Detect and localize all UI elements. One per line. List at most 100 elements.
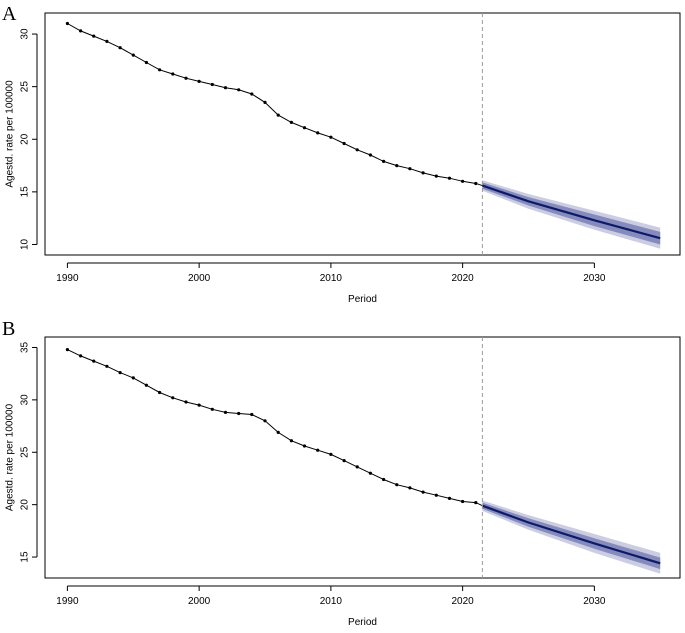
data-point xyxy=(79,354,83,358)
data-point xyxy=(395,164,399,168)
data-point xyxy=(382,159,386,163)
data-point xyxy=(223,86,228,90)
x-axis-title: Period xyxy=(348,294,377,305)
data-point xyxy=(210,407,214,411)
data-point xyxy=(408,486,412,490)
data-point xyxy=(342,141,346,146)
data-point xyxy=(79,29,83,33)
data-point xyxy=(289,439,293,443)
observed-line xyxy=(67,23,476,184)
data-point xyxy=(276,430,280,434)
data-point xyxy=(461,499,465,504)
data-point xyxy=(118,46,122,50)
observed-line xyxy=(67,349,476,504)
data-point xyxy=(421,490,425,494)
x-tick-label: 2010 xyxy=(320,273,343,284)
panel-label: B xyxy=(2,318,15,340)
data-point xyxy=(131,53,135,57)
data-point xyxy=(250,412,254,417)
data-point xyxy=(223,410,228,414)
data-point xyxy=(118,371,122,375)
data-point xyxy=(237,411,241,416)
y-axis-title: Agestd. rate per 100000 xyxy=(5,403,16,511)
y-tick-label: 25 xyxy=(20,81,31,93)
plot-frame xyxy=(44,12,681,256)
data-point xyxy=(105,364,109,368)
y-tick-label: 30 xyxy=(20,28,31,40)
data-point xyxy=(289,120,293,124)
data-point xyxy=(474,181,478,186)
data-point xyxy=(171,72,175,76)
data-point xyxy=(382,477,386,482)
data-point xyxy=(302,444,307,448)
data-point xyxy=(210,82,214,87)
data-point xyxy=(197,79,201,83)
data-point xyxy=(144,383,148,387)
y-tick-label: 20 xyxy=(20,499,31,511)
data-point xyxy=(158,68,162,72)
data-point xyxy=(302,126,307,130)
data-point xyxy=(461,179,465,183)
data-point xyxy=(395,483,399,487)
data-point xyxy=(131,376,135,380)
y-tick-label: 35 xyxy=(20,341,31,353)
data-point xyxy=(144,60,148,65)
y-tick-label: 20 xyxy=(20,133,31,145)
data-point xyxy=(171,396,175,400)
data-point xyxy=(92,359,96,363)
data-point xyxy=(105,39,109,44)
y-tick-label: 30 xyxy=(20,394,31,406)
y-tick-label: 10 xyxy=(20,238,31,250)
y-tick-label: 25 xyxy=(20,446,31,458)
data-point xyxy=(184,76,188,80)
data-point xyxy=(158,390,162,395)
data-point xyxy=(342,459,346,463)
data-point xyxy=(65,21,69,26)
x-tick-label: 2000 xyxy=(188,273,211,284)
data-point xyxy=(408,167,412,171)
data-point xyxy=(434,174,438,178)
y-tick-label: 15 xyxy=(20,551,31,563)
data-point xyxy=(421,171,425,175)
data-point xyxy=(316,131,320,135)
x-tick-label: 2020 xyxy=(451,596,474,607)
data-point xyxy=(276,113,280,117)
data-point xyxy=(329,135,333,139)
y-tick-label: 15 xyxy=(20,186,31,198)
x-tick-label: 2010 xyxy=(320,596,343,607)
projection-line xyxy=(482,184,661,240)
x-tick-label: 2030 xyxy=(583,596,606,607)
data-point xyxy=(184,400,188,404)
data-point xyxy=(237,88,241,92)
data-point xyxy=(65,348,69,352)
data-point xyxy=(434,493,438,497)
x-tick-label: 2000 xyxy=(188,596,211,607)
data-point xyxy=(329,452,333,456)
data-point xyxy=(316,448,320,452)
x-axis-title: Period xyxy=(348,617,377,628)
data-point xyxy=(474,501,478,505)
data-point xyxy=(368,153,372,157)
data-point xyxy=(92,34,96,38)
chart-panel-a: A 1990 2000 2010 2020 2030 10 15 20 25 30 Period Age… xyxy=(2,3,681,305)
panel-label: A xyxy=(2,3,17,25)
data-point xyxy=(197,403,201,407)
data-point xyxy=(355,465,359,469)
data-point xyxy=(250,92,254,96)
data-point xyxy=(447,176,452,180)
data-point xyxy=(447,496,452,500)
x-tick-label: 1990 xyxy=(56,596,79,607)
data-point xyxy=(368,471,372,475)
data-point xyxy=(263,100,267,104)
data-point xyxy=(355,148,359,152)
x-tick-label: 2030 xyxy=(583,273,606,284)
projection-line xyxy=(482,504,661,565)
y-axis-title: Agestd. rate per 100000 xyxy=(5,80,16,188)
x-tick-label: 2020 xyxy=(451,273,474,284)
data-point xyxy=(263,419,267,423)
x-tick-label: 1990 xyxy=(56,273,79,284)
plot-frame xyxy=(44,336,681,579)
chart-panel-b: B 1990 2000 2010 2020 2030 15 20 25 30 35 Period Age… xyxy=(2,318,681,628)
